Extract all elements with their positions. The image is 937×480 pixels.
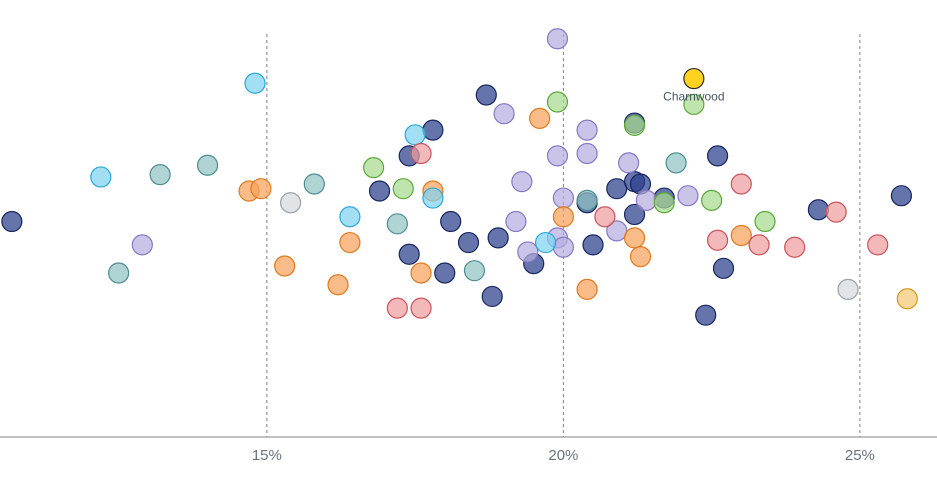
data-point <box>274 255 296 277</box>
data-point <box>695 304 717 326</box>
x-tick-label: 25% <box>845 447 875 464</box>
data-point <box>529 107 551 129</box>
data-point <box>363 156 385 179</box>
data-point <box>677 185 699 207</box>
data-point <box>392 178 414 200</box>
x-tick-label: 15% <box>252 447 282 464</box>
annotations: Charnwood <box>663 90 724 104</box>
data-point-highlight <box>683 67 705 90</box>
data-point <box>398 243 420 265</box>
data-point <box>825 201 847 223</box>
data-point <box>422 187 444 209</box>
data-point <box>807 199 829 221</box>
data-point <box>623 227 646 249</box>
data-point <box>534 231 557 254</box>
data-point <box>576 278 598 301</box>
data-point <box>712 257 735 279</box>
data-point <box>606 178 628 200</box>
data-point <box>552 236 574 258</box>
data-point <box>386 213 408 235</box>
data-point <box>1 210 23 233</box>
data-point <box>594 206 616 228</box>
data-point <box>706 229 729 251</box>
data-point <box>463 260 486 282</box>
data-point <box>665 152 687 174</box>
x-axis-ticks: 15% 20% 25% <box>252 447 875 464</box>
data-point <box>457 231 480 254</box>
data-points <box>1 28 918 326</box>
data-point <box>867 234 889 256</box>
data-point <box>386 297 408 319</box>
data-point <box>434 262 456 284</box>
data-point <box>475 84 497 106</box>
data-point <box>576 142 598 165</box>
data-point <box>653 192 675 214</box>
data-point <box>635 189 658 211</box>
data-point <box>748 234 770 256</box>
data-point <box>410 142 432 165</box>
data-point <box>196 154 219 176</box>
data-point <box>552 206 574 228</box>
data-point <box>250 178 272 200</box>
data-point <box>422 119 444 141</box>
data-point <box>410 297 432 319</box>
data-point <box>546 91 569 113</box>
data-point <box>582 234 604 256</box>
data-point <box>546 28 569 50</box>
data-point <box>481 285 503 308</box>
data-point <box>754 210 776 233</box>
data-point <box>244 72 266 94</box>
data-point <box>90 166 112 188</box>
data-point <box>487 227 509 249</box>
data-point <box>410 262 432 284</box>
data-point <box>368 180 391 202</box>
data-point <box>131 234 153 256</box>
data-point <box>683 93 705 115</box>
data-point <box>618 152 640 174</box>
data-point <box>576 119 598 141</box>
data-point <box>896 288 918 310</box>
data-point <box>108 262 130 284</box>
data-point <box>784 236 806 258</box>
data-point <box>303 173 325 195</box>
annotation-label: Charnwood <box>663 90 724 104</box>
data-point <box>837 278 859 301</box>
data-point <box>706 145 729 167</box>
data-point <box>890 185 913 207</box>
data-point <box>552 187 574 209</box>
data-point <box>576 189 598 211</box>
data-point <box>493 103 515 125</box>
data-point <box>730 173 752 195</box>
x-tick-label: 20% <box>548 447 578 464</box>
data-point <box>149 164 171 186</box>
data-point <box>339 206 361 228</box>
data-point <box>517 241 539 263</box>
data-point <box>546 145 569 167</box>
data-point <box>279 192 302 214</box>
data-point <box>440 210 462 233</box>
data-point <box>701 189 723 211</box>
data-point <box>730 224 752 247</box>
data-point <box>404 124 426 146</box>
data-point <box>327 274 349 296</box>
data-point <box>511 171 533 193</box>
data-point <box>623 203 646 226</box>
data-point <box>629 246 652 268</box>
data-point <box>339 231 361 254</box>
data-point <box>505 210 527 233</box>
data-point <box>623 114 646 137</box>
